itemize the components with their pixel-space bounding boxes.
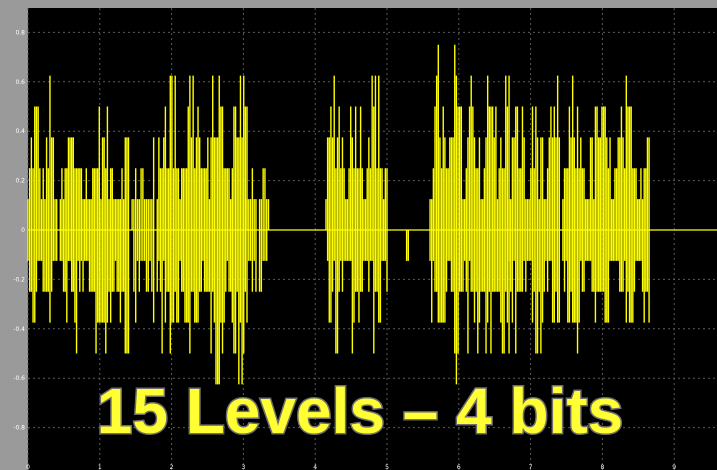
y-tick-label: 0.8 — [15, 29, 25, 36]
x-tick-label: 6 — [457, 464, 461, 470]
y-tick-label: -0.8 — [13, 425, 25, 432]
tick-labels: 0.8 0.6 0.4 0.2 0 -0.2 -0.4 -0.6 -0.8 0 1 2 3 4 5 6 7 8 9 — [13, 29, 676, 470]
x-tick-label: 0 — [26, 464, 30, 470]
y-tick-label: 0 — [21, 227, 25, 234]
x-tick-label: 1 — [98, 464, 102, 470]
x-tick-label: 8 — [600, 464, 604, 470]
x-tick-label: 2 — [170, 464, 174, 470]
overlay-caption: 15 Levels – 4 bits — [97, 375, 624, 447]
x-tick-label: 4 — [313, 464, 317, 470]
x-tick-label: 9 — [672, 464, 676, 470]
y-tick-label: -0.4 — [13, 326, 25, 333]
y-tick-label: 0.6 — [15, 79, 25, 86]
y-tick-label: -0.6 — [13, 375, 25, 382]
y-tick-label: -0.2 — [13, 276, 25, 283]
y-tick-label: 0.4 — [15, 128, 25, 135]
y-tick-label: 0.2 — [15, 178, 25, 185]
x-tick-label: 3 — [241, 464, 245, 470]
x-tick-label: 7 — [529, 464, 533, 470]
x-tick-label: 5 — [385, 464, 389, 470]
